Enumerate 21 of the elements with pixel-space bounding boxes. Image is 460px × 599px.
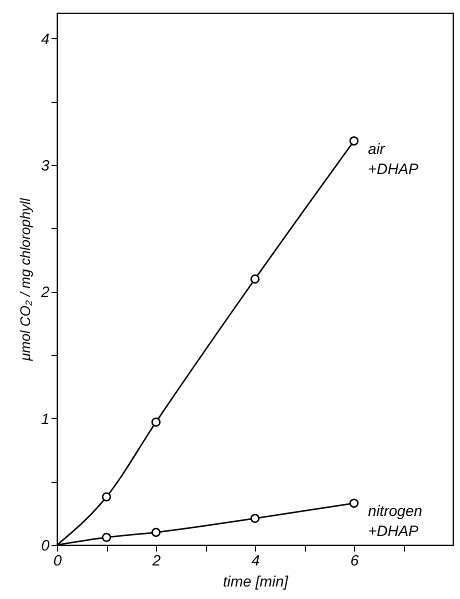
point — [151, 528, 161, 537]
point — [102, 532, 112, 542]
y-tick-label: 3 — [41, 158, 50, 174]
point — [349, 498, 359, 508]
x-tick-label: 4 — [251, 552, 260, 570]
y-tick-label: 0 — [41, 538, 50, 554]
point — [102, 492, 112, 502]
series-label: air +DHAP — [368, 140, 418, 178]
point — [250, 514, 260, 524]
point — [349, 136, 359, 146]
y-tick-label: 4 — [41, 30, 50, 48]
y-tick-label: 1 — [41, 410, 50, 428]
x-axis-title: time [min] — [222, 574, 289, 590]
x-tick-label: 2 — [151, 552, 162, 570]
point — [250, 274, 260, 284]
y-axis-title: μmol CO₂ / mg chlorophyll — [17, 197, 34, 362]
point — [151, 418, 161, 427]
y-tick-label: 2 — [40, 284, 50, 302]
series-label: nitrogen +DHAP — [368, 503, 422, 540]
x-tick-label: 6 — [350, 552, 360, 570]
x-tick-label: 0 — [53, 552, 62, 570]
